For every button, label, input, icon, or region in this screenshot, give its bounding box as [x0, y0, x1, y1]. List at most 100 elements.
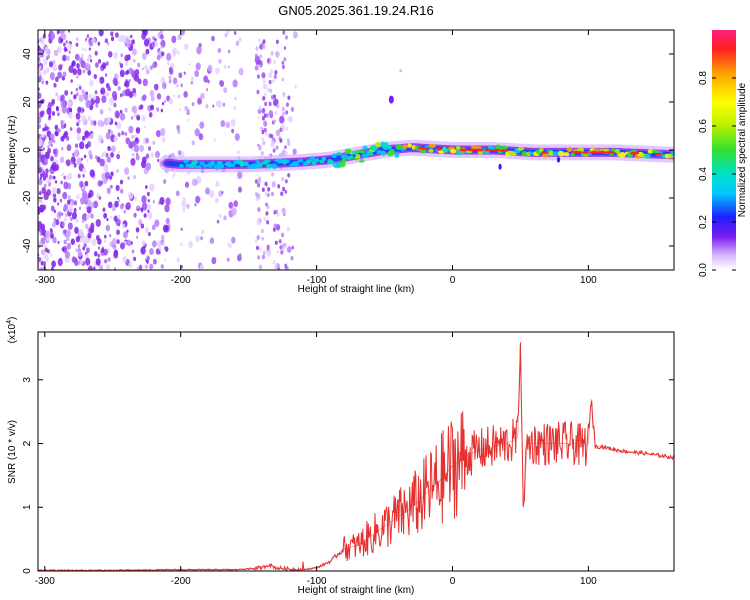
noise-dot: [55, 76, 59, 83]
noise-dot: [113, 102, 117, 108]
noise-dot: [75, 218, 79, 224]
noise-dot: [81, 47, 84, 51]
signal-blob: [355, 154, 361, 159]
signal-core: [459, 148, 468, 152]
noise-dot: [114, 200, 119, 208]
snr-xtick-label-4: 100: [580, 576, 597, 587]
noise-dot: [164, 258, 167, 262]
noise-dot: [281, 177, 284, 182]
noise-dot: [51, 266, 54, 270]
noise-dot: [148, 111, 153, 118]
noise-dot: [133, 212, 137, 218]
spec-ytick-label-0: -40: [22, 238, 33, 253]
noise-dot: [87, 58, 90, 62]
noise-dot: [122, 256, 127, 263]
noise-dot: [90, 213, 94, 219]
noise-dot: [272, 98, 279, 107]
signal-blob: [264, 159, 271, 163]
noise-dot: [40, 261, 44, 266]
signal-blob: [191, 159, 199, 165]
noise-dot: [186, 203, 190, 210]
noise-dot: [138, 264, 143, 270]
noise-dot: [274, 209, 278, 215]
noise-dot: [44, 157, 48, 163]
signal-blob: [388, 149, 395, 155]
noise-dot: [104, 234, 107, 239]
noise-dot: [54, 124, 59, 131]
signal-blob: [179, 163, 184, 168]
noise-dot: [110, 215, 113, 219]
noise-dot: [62, 71, 67, 78]
noise-dot: [119, 109, 123, 114]
noise-dot: [81, 219, 85, 224]
noise-dot: [152, 140, 156, 145]
noise-dot: [82, 69, 86, 74]
noise-dot: [55, 92, 58, 96]
noise-dot: [69, 107, 73, 113]
noise-dot: [223, 215, 227, 221]
noise-dot: [141, 160, 147, 169]
noise-dot: [180, 30, 185, 35]
noise-dot: [57, 202, 60, 206]
noise-dot: [75, 248, 78, 252]
noise-dot: [214, 197, 219, 204]
noise-dot: [89, 154, 93, 160]
noise-dot: [53, 209, 56, 214]
noise-dot: [163, 178, 167, 184]
noise-dot: [218, 213, 222, 218]
noise-dot: [268, 109, 274, 117]
noise-dot: [138, 219, 143, 226]
noise-dot: [272, 79, 276, 84]
noise-dot: [50, 234, 53, 239]
noise-dot: [85, 257, 91, 266]
noise-dot: [67, 199, 71, 205]
noise-dot: [121, 223, 126, 229]
noise-dot: [143, 125, 146, 129]
noise-dot: [84, 130, 90, 138]
noise-dot: [93, 120, 96, 125]
noise-dot: [238, 37, 242, 43]
noise-dot: [124, 132, 127, 136]
noise-dot: [48, 136, 52, 141]
noise-dot: [45, 67, 50, 73]
noise-dot: [49, 229, 53, 234]
cb-tick-label-3: 0.6: [698, 119, 709, 133]
noise-dot: [134, 137, 139, 143]
noise-dot: [144, 65, 149, 71]
noise-dot: [45, 230, 50, 238]
noise-dot: [103, 151, 107, 156]
noise-dot: [70, 91, 73, 95]
noise-dot: [279, 138, 283, 143]
noise-dot: [281, 232, 285, 238]
noise-dot: [96, 156, 101, 163]
signal-blob: [213, 164, 221, 171]
noise-dot: [133, 175, 137, 180]
noise-dot: [68, 30, 71, 33]
noise-dot: [119, 203, 124, 210]
noise-dot: [136, 235, 139, 239]
noise-dot: [135, 154, 140, 161]
noise-dot: [254, 191, 258, 197]
noise-dot: [173, 94, 175, 98]
noise-dot: [78, 228, 84, 237]
noise-dot: [86, 159, 89, 163]
noise-dot: [110, 31, 114, 37]
noise-dot: [47, 49, 51, 55]
noise-dot: [103, 212, 108, 219]
signal-blob: [563, 152, 570, 157]
noise-dot: [223, 87, 228, 94]
noise-dot: [149, 65, 153, 70]
signal-core: [491, 148, 500, 152]
noise-dot: [117, 196, 120, 200]
noise-dot: [268, 71, 273, 79]
snr-ticks: -300 -200 -100 0 100 0 1 2 3: [22, 332, 674, 587]
noise-dot: [74, 226, 79, 234]
svg-text:(x104): (x104): [6, 317, 18, 344]
noise-dot: [61, 212, 64, 216]
noise-dot: [126, 229, 129, 233]
noise-dot: [196, 46, 202, 55]
noise-dot: [124, 54, 129, 62]
noise-dot: [176, 50, 180, 55]
